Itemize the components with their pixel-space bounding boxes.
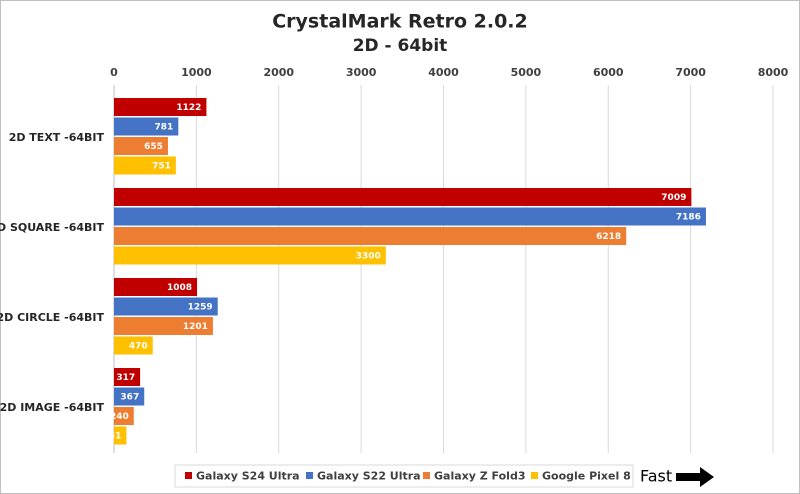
bar <box>114 368 141 386</box>
x-tick-label: 4000 <box>428 66 459 79</box>
legend-label: Google Pixel 8 <box>542 470 631 483</box>
value-label: 240 <box>110 412 129 422</box>
legend-marker <box>185 472 192 479</box>
bar <box>114 227 627 245</box>
y-tick-label: 2D TEXT -64BIT <box>9 131 105 144</box>
x-tick-label: 2000 <box>263 66 294 79</box>
value-label: 317 <box>116 373 135 383</box>
value-label: 1201 <box>183 322 208 332</box>
bar <box>114 207 706 226</box>
x-tick-label: 6000 <box>593 66 624 79</box>
bar <box>114 336 153 355</box>
x-tick-label: 7000 <box>675 66 706 79</box>
x-tick-label: 0 <box>110 66 118 79</box>
legend-marker <box>423 472 430 479</box>
value-label: 655 <box>144 142 163 152</box>
arrow <box>676 467 714 487</box>
y-tick-label: 2D SQUARE -64BIT <box>0 221 104 234</box>
bar <box>114 188 692 206</box>
value-label: 367 <box>120 393 139 403</box>
value-label: 7186 <box>676 213 701 223</box>
bar <box>114 426 127 445</box>
x-tick-label: 3000 <box>346 66 377 79</box>
bar <box>114 278 198 296</box>
chart-subtitle: 2D - 64bit <box>353 36 448 56</box>
chart-title: CrystalMark Retro 2.0.2 <box>272 11 528 33</box>
value-label: 151 <box>103 432 122 442</box>
legend-box <box>174 464 634 488</box>
value-label: 3300 <box>356 252 381 262</box>
bar <box>114 137 168 155</box>
x-tick-label: 1000 <box>181 66 212 79</box>
y-tick-label: 2D CIRCLE -64BIT <box>0 311 104 324</box>
x-tick-label: 5000 <box>511 66 542 79</box>
legend-label: Galaxy S22 Ultra <box>317 470 421 483</box>
legend-marker <box>306 472 313 479</box>
bar <box>114 246 386 265</box>
bar <box>114 317 213 335</box>
bar <box>114 98 207 116</box>
value-label: 1122 <box>176 103 201 113</box>
y-tick-label: 2D IMAGE -64BIT <box>0 401 104 414</box>
value-label: 781 <box>155 123 174 133</box>
bar <box>114 297 218 316</box>
annotation: Fast <box>640 467 672 486</box>
legend-label: Galaxy Z Fold3 <box>434 470 525 483</box>
bar <box>114 407 134 425</box>
legend-label: Galaxy S24 Ultra <box>196 470 300 483</box>
value-label: 751 <box>152 162 171 172</box>
bar <box>114 387 145 406</box>
value-label: 1008 <box>167 283 192 293</box>
legend-marker <box>531 472 538 479</box>
bar <box>114 117 179 136</box>
x-tick-label: 8000 <box>758 66 789 79</box>
bar <box>114 156 176 175</box>
value-label: 7009 <box>661 193 686 203</box>
value-label: 1259 <box>188 303 213 313</box>
value-label: 6218 <box>596 232 621 242</box>
value-label: 470 <box>129 342 148 352</box>
